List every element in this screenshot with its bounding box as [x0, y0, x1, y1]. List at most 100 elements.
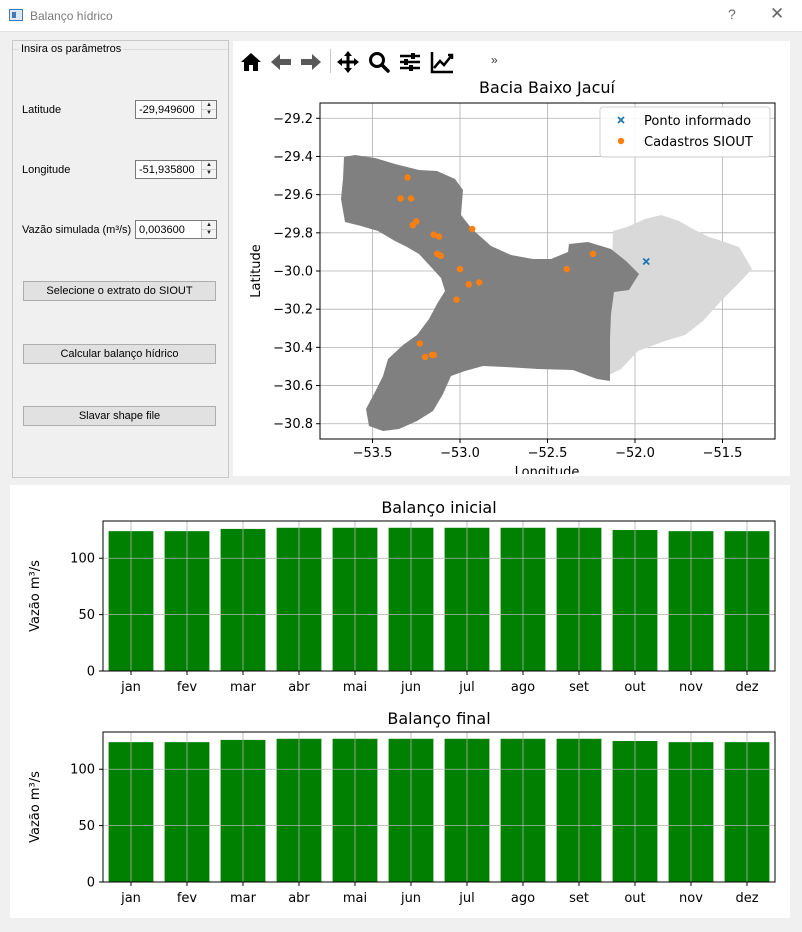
bar-xtick-label: fev — [177, 680, 198, 695]
calculate-balance-button[interactable]: Calcular balanço hídrico — [23, 344, 216, 364]
map-chart[interactable]: Bacia Baixo Jacuí −53.5 −53.0 −52.5 −52.0 −5… — [233, 79, 790, 474]
flow-decrement-button[interactable]: ▼ — [206, 230, 212, 236]
legend-label-siout: Cadastros SIOUT — [644, 135, 753, 150]
legend-box — [599, 106, 771, 158]
latitude-spin-buttons: ▲ ▼ — [201, 101, 216, 118]
siout-point — [437, 252, 444, 259]
legend-marker-point — [617, 116, 625, 124]
flow-spinbox[interactable]: 0,003600 ▲ ▼ — [135, 220, 217, 239]
bar-xtick-label: jan — [120, 891, 141, 906]
siout-point — [397, 195, 404, 202]
save-shapefile-button[interactable]: Slavar shape file — [23, 406, 216, 426]
back-arrow-icon[interactable] — [268, 49, 294, 75]
map-ytick-label: −29.8 — [273, 226, 313, 241]
bar-xtick-label: dez — [735, 891, 758, 906]
help-button[interactable]: ? — [728, 6, 736, 22]
siout-point — [589, 250, 597, 258]
bar-xtick-label: mar — [230, 680, 257, 695]
siout-point — [465, 281, 472, 288]
legend-marker-siout — [617, 137, 625, 145]
forward-arrow-icon[interactable] — [298, 49, 324, 75]
legend-label-point: Ponto informado — [644, 114, 751, 129]
longitude-decrement-button[interactable]: ▼ — [206, 170, 212, 176]
configure-subplots-icon[interactable] — [397, 49, 423, 75]
latitude-decrement-button[interactable]: ▼ — [206, 110, 212, 116]
window-title: Balanço hídrico — [30, 9, 113, 23]
bar-xtick-label: jul — [458, 891, 474, 906]
bar-xtick-label: jun — [400, 680, 421, 695]
bar-xtick-label: set — [569, 891, 589, 906]
latitude-increment-button[interactable]: ▲ — [202, 101, 216, 110]
bar-ylabel: Vazão m³/s — [28, 771, 43, 843]
siout-point — [421, 353, 429, 361]
bar-xtick-label: fev — [177, 891, 198, 906]
map-ytick-label: −30.0 — [273, 265, 313, 280]
pan-icon[interactable] — [335, 49, 361, 75]
bar-xtick-label: nov — [679, 891, 703, 906]
home-icon[interactable] — [238, 49, 264, 75]
toolbar-separator — [330, 49, 331, 73]
siout-point — [407, 195, 415, 202]
initial-balance-chart: Balanço inicial jan fev mar abr mai jun jul ago s… — [28, 498, 776, 695]
bar-ylabel: Vazão m³/s — [28, 560, 43, 632]
longitude-spinbox[interactable]: -51,935800 ▲ ▼ — [135, 160, 217, 179]
siout-point — [428, 351, 436, 359]
bar-xtick-label: out — [624, 891, 645, 906]
select-siout-button[interactable]: Selecione o extrato do SIOUT — [23, 281, 216, 301]
bar-xtick-label: out — [624, 680, 645, 695]
bar-xtick-label: dez — [735, 680, 758, 695]
bar-xtick-label: mai — [343, 680, 367, 695]
siout-point — [453, 296, 460, 303]
bar-chart-title: Balanço final — [387, 709, 490, 728]
latitude-spinbox[interactable]: -29,949600 ▲ ▼ — [135, 100, 217, 119]
map-legend: Ponto informado Cadastros SIOUT — [599, 106, 771, 158]
plot-toolbar: » — [233, 41, 790, 79]
window-titlebar: Balanço hídrico ? ✕ — [0, 0, 802, 32]
bar-ytick-label: 50 — [78, 819, 95, 834]
map-ytick-label: −30.8 — [273, 417, 313, 432]
toolbar-more-button[interactable]: » — [491, 53, 498, 67]
parameters-group: Insira os parâmetros Latitude -29,949600… — [12, 40, 229, 478]
parameters-group-title: Insira os parâmetros — [19, 43, 124, 55]
zoom-icon[interactable] — [366, 49, 392, 75]
bar-xtick-label: ago — [511, 891, 535, 906]
map-title: Bacia Baixo Jacuí — [479, 79, 615, 97]
siout-point — [456, 265, 464, 273]
bar-ytick-label: 100 — [70, 763, 95, 778]
flow-label: Vazão simulada (m³/s) — [22, 224, 132, 236]
bar-chart-title: Balanço inicial — [381, 498, 496, 517]
map-ytick-label: −29.6 — [273, 188, 313, 203]
longitude-increment-button[interactable]: ▲ — [202, 161, 216, 170]
map-xtick-label: −52.5 — [528, 446, 568, 461]
bar-ytick-label: 0 — [87, 876, 95, 891]
map-xtick-label: −52.0 — [615, 446, 655, 461]
map-ylabel: Latitude — [249, 244, 264, 298]
close-button[interactable]: ✕ — [770, 4, 785, 23]
bar-xtick-label: set — [569, 680, 589, 695]
flow-value[interactable]: 0,003600 — [139, 224, 185, 236]
siout-point — [409, 221, 416, 229]
flow-spin-buttons: ▲ ▼ — [201, 221, 216, 238]
bar-xtick-label: jan — [120, 680, 141, 695]
longitude-value[interactable]: -51,935800 — [139, 164, 195, 176]
bar-axes-frame — [102, 731, 776, 883]
latitude-value[interactable]: -29,949600 — [139, 104, 195, 116]
siout-point — [416, 340, 423, 347]
edit-axis-icon[interactable] — [429, 49, 455, 75]
siout-point — [435, 233, 443, 240]
balance-charts[interactable]: Balanço inicial jan fev mar abr mai jun jul ago s… — [10, 485, 790, 918]
map-ytick-label: −29.2 — [273, 112, 313, 127]
siout-point — [476, 279, 483, 286]
bar-ytick-label: 0 — [87, 665, 95, 680]
siout-point — [563, 265, 570, 273]
app-window-icon — [9, 9, 23, 21]
flow-increment-button[interactable]: ▲ — [202, 221, 216, 230]
informed-point — [642, 257, 650, 266]
map-xtick-label: −51.5 — [703, 446, 743, 461]
bar-xtick-label: mai — [343, 891, 367, 906]
bar-xtick-label: ago — [511, 680, 535, 695]
bar-ytick-label: 50 — [78, 608, 95, 623]
map-ytick-label: −30.4 — [273, 341, 313, 356]
map-marks — [397, 174, 650, 361]
bar-ytick-label: 100 — [70, 552, 95, 567]
